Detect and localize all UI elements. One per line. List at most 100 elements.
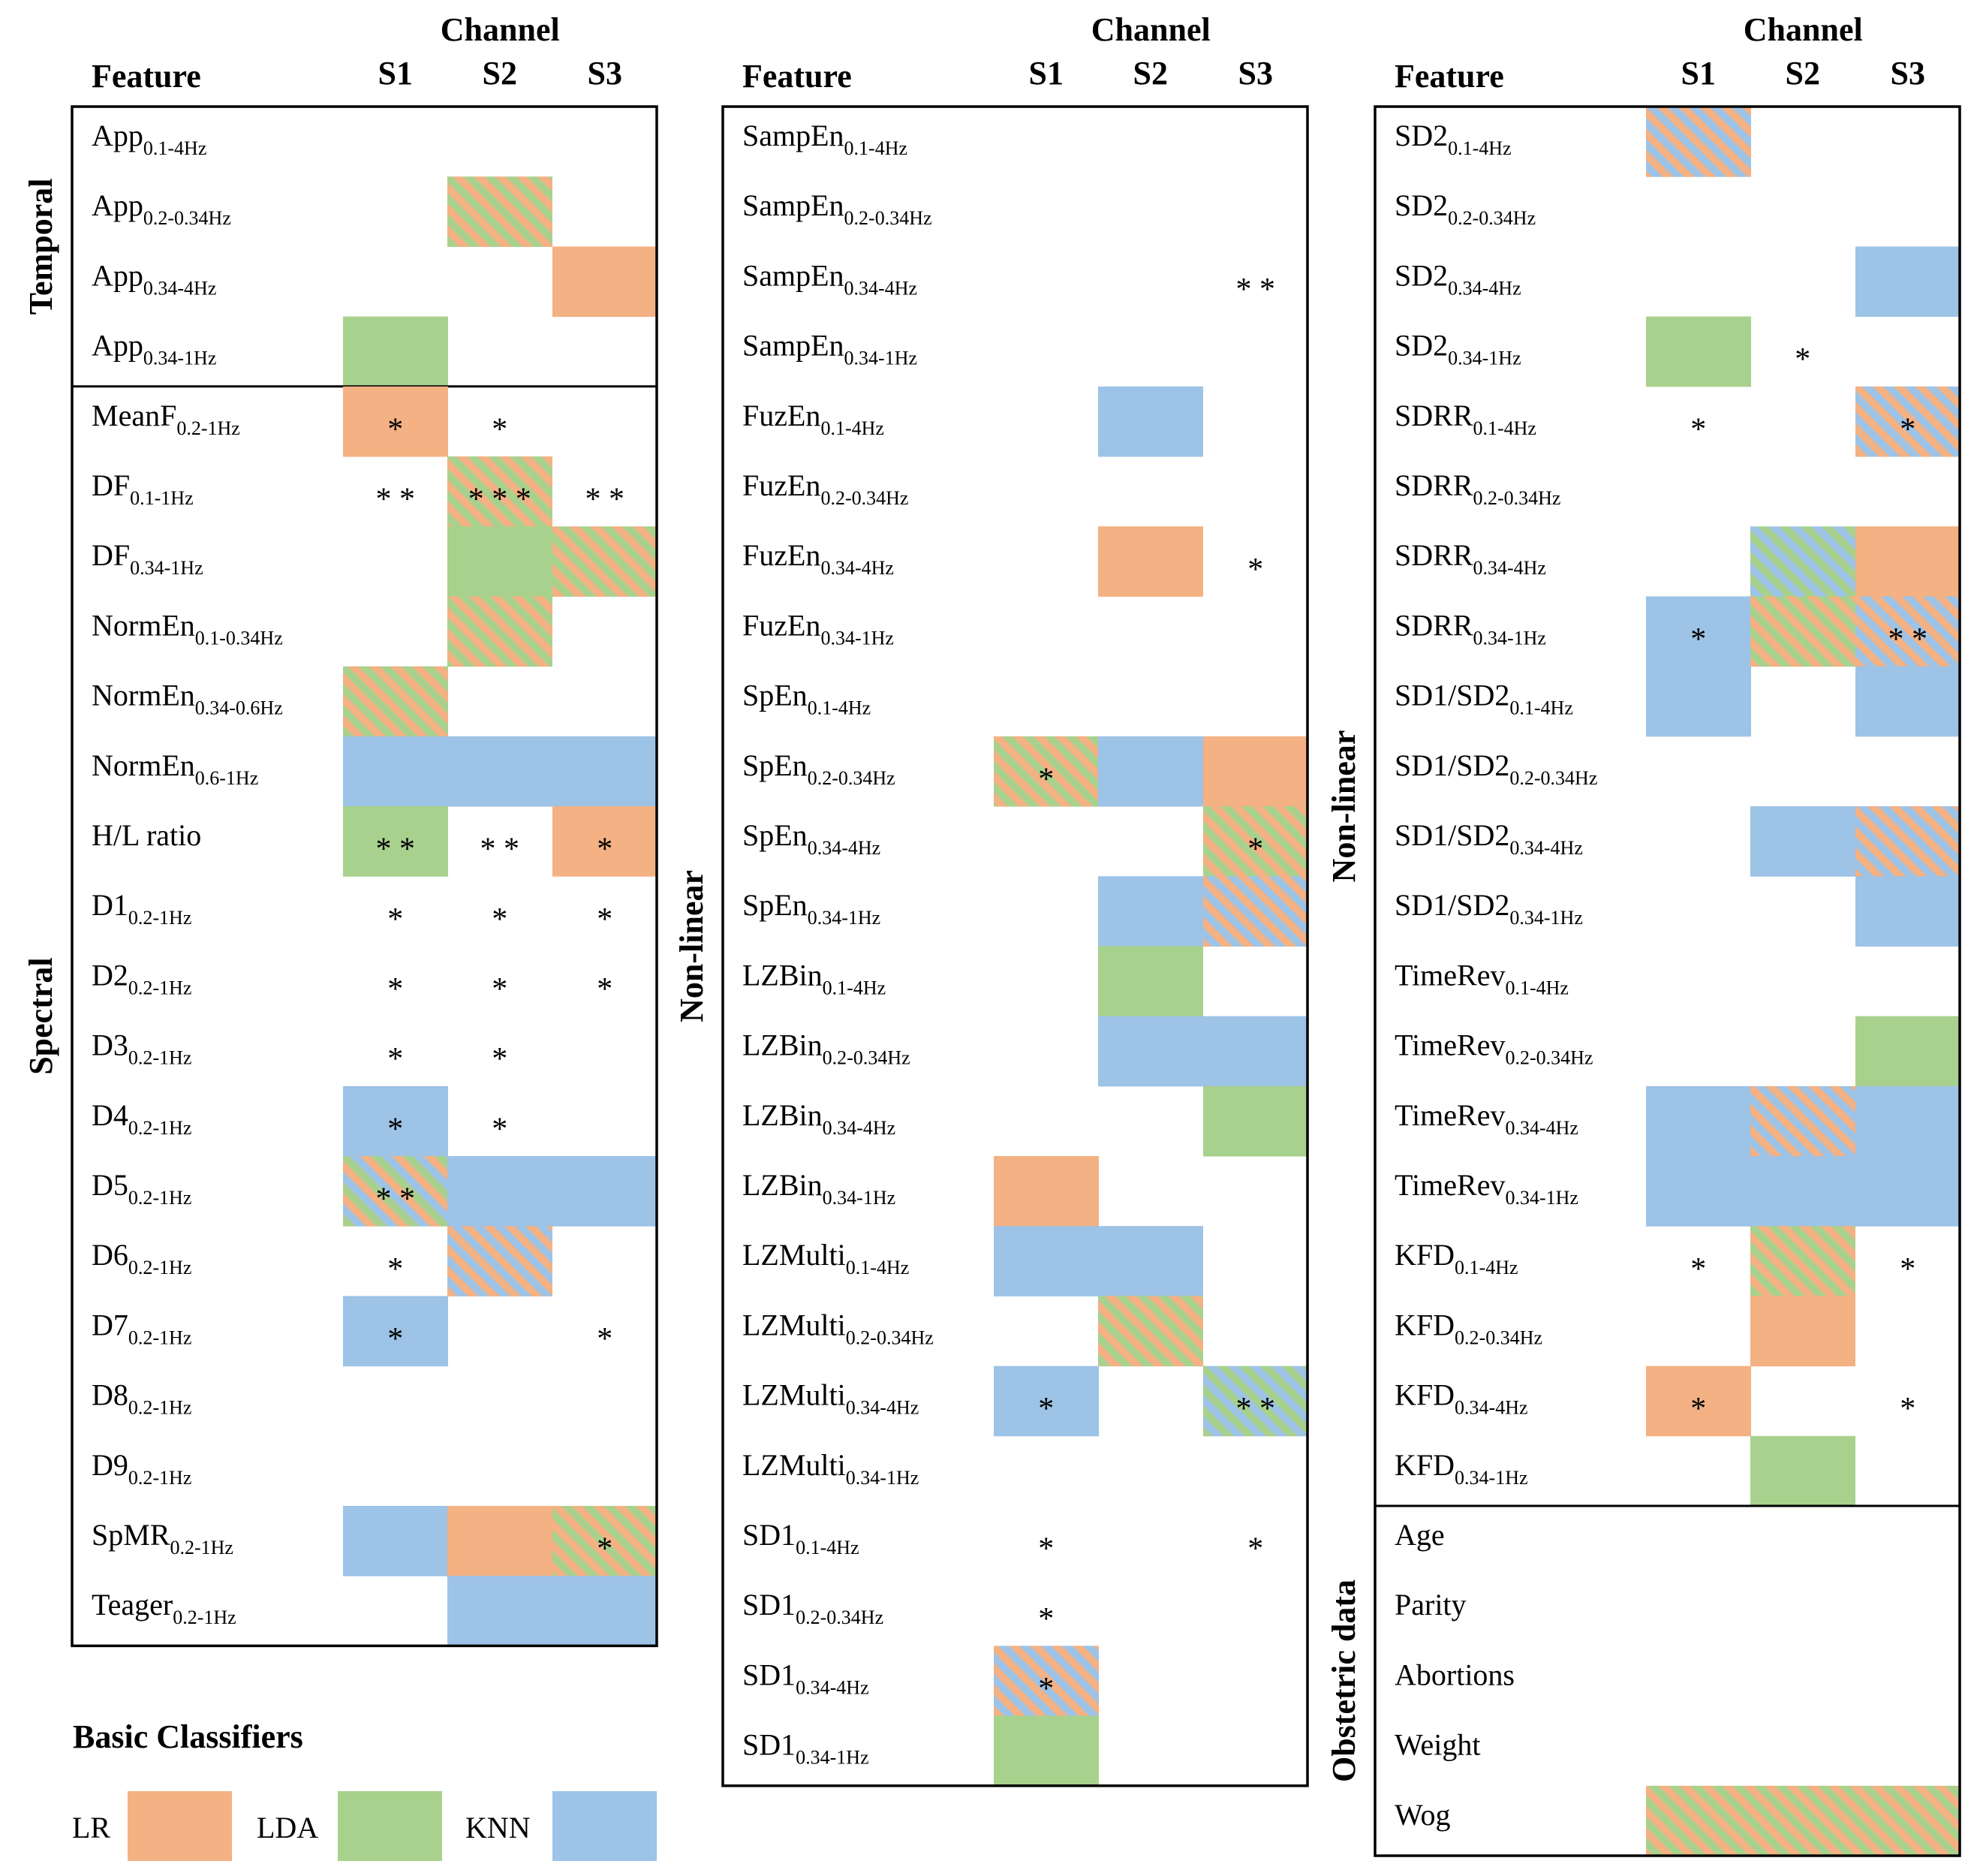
feature-band: 0.2-0.34Hz: [1509, 767, 1597, 789]
feature-band: 0.34-1Hz: [143, 348, 216, 369]
significance-S3: * *: [1236, 1392, 1276, 1426]
feature-row: LZBin0.1-4Hz: [742, 946, 1203, 1017]
feature-row: Abortions: [1395, 1658, 1515, 1691]
feature-row: SpEn0.1-4Hz: [742, 679, 871, 719]
feature-band: 0.2-1Hz: [128, 907, 191, 929]
feature-band: 0.2-0.34Hz: [1448, 207, 1536, 229]
feature-row: D90.2-1Hz: [92, 1448, 191, 1489]
feature-row: Parity: [1395, 1588, 1467, 1622]
feature-row: * * SDRR0.1-4Hz: [1395, 386, 1960, 457]
cell-S1: [994, 1646, 1099, 1717]
feature-row: * * MeanF0.2-1Hz: [92, 386, 507, 457]
feature-label: D60.2-1Hz: [92, 1238, 191, 1278]
feature-header: Feature: [92, 58, 201, 95]
feature-label: KFD0.34-4Hz: [1395, 1378, 1528, 1419]
feature-row: SD1/SD20.34-1Hz: [1395, 876, 1960, 947]
cell-S3: [552, 1156, 657, 1227]
significance-S3: * *: [585, 483, 625, 517]
panel-border: [721, 105, 1309, 1787]
feature-label: SD10.34-4Hz: [742, 1658, 869, 1698]
feature-band: 0.1-0.34Hz: [195, 627, 283, 649]
legend-label-knn: KNN: [465, 1811, 531, 1844]
feature-band: 0.34-4Hz: [1509, 837, 1582, 859]
cell-S2: [1750, 1156, 1855, 1227]
feature-label: SD20.1-4Hz: [1395, 119, 1512, 159]
feature-band: 0.34-4Hz: [143, 277, 216, 299]
cell-S2: [1750, 1296, 1855, 1367]
cell-S3: [1855, 1016, 1960, 1087]
feature-label: LZMulti0.2-0.34Hz: [742, 1308, 934, 1348]
significance-S3: *: [597, 902, 612, 937]
feature-band: 0.34-4Hz: [1473, 557, 1546, 579]
feature-label: SD10.34-1Hz: [742, 1728, 869, 1769]
cell-S2: [447, 1506, 552, 1576]
cell-S1: [343, 386, 448, 457]
feature-label: Teager0.2-1Hz: [92, 1588, 236, 1628]
feature-label: LZMulti0.1-4Hz: [742, 1238, 909, 1278]
feature-band: 0.2-0.34Hz: [823, 1047, 910, 1069]
feature-band: 0.34-1Hz: [1448, 348, 1521, 369]
cell-S1: [343, 666, 448, 737]
significance-S1: *: [1038, 1672, 1054, 1706]
panel-border: [71, 105, 658, 1648]
feature-band: 0.34-1Hz: [1455, 1467, 1527, 1489]
cell-S2: [447, 1156, 552, 1227]
significance-S2: * * *: [468, 483, 531, 517]
feature-row: App0.34-1Hz: [92, 316, 448, 387]
feature-label: SD1/SD20.34-1Hz: [1395, 888, 1583, 929]
feature-band: 0.2-0.34Hz: [796, 1606, 883, 1628]
feature-row: * * * LZMulti0.34-4Hz: [742, 1366, 1308, 1437]
feature-label: TimeRev0.2-0.34Hz: [1395, 1028, 1593, 1069]
feature-band: 0.2-1Hz: [170, 1537, 233, 1558]
cell-S1: [1646, 1785, 1751, 1856]
feature-band: 0.2-0.34Hz: [844, 207, 932, 229]
feature-row: * * SD10.1-4Hz: [742, 1518, 1263, 1567]
feature-row: LZMulti0.1-4Hz: [742, 1226, 1203, 1296]
channel-header: Channel: [1091, 11, 1211, 48]
feature-label: SpEn0.34-4Hz: [742, 818, 880, 859]
feature-band: 0.1-4Hz: [1448, 137, 1511, 159]
feature-label: FuzEn0.34-4Hz: [742, 538, 894, 579]
feature-label: Abortions: [1395, 1658, 1515, 1691]
channel-label-S2: S2: [483, 55, 517, 92]
significance-S1: *: [387, 1042, 403, 1077]
cell-S3: [1855, 386, 1960, 457]
cell-S1: [343, 1156, 448, 1227]
feature-label: MeanF0.2-1Hz: [92, 399, 240, 439]
feature-row: SpEn0.34-1Hz: [742, 876, 1308, 947]
feature-band: 0.34-4Hz: [796, 1676, 868, 1698]
significance-S3: *: [597, 1322, 612, 1357]
feature-band: 0.1-4Hz: [1455, 1257, 1518, 1278]
feature-band: 0.2-1Hz: [173, 1606, 236, 1628]
feature-band: 0.34-4Hz: [1505, 1117, 1578, 1139]
significance-S3: *: [1247, 833, 1263, 867]
cell-S2: [447, 596, 552, 667]
feature-row: Wog: [1395, 1785, 1960, 1856]
feature-band: 0.34-1Hz: [808, 907, 880, 929]
feature-band: 0.34-1Hz: [823, 1187, 895, 1209]
feature-label: DF0.1-1Hz: [92, 468, 194, 509]
feature-band: 0.1-4Hz: [823, 977, 886, 998]
cell-S2: [1098, 526, 1203, 597]
feature-label: LZBin0.34-1Hz: [742, 1168, 895, 1209]
significance-S1: *: [1038, 762, 1054, 796]
cell-S3: [552, 1506, 657, 1576]
feature-row: * * * * * * * DF0.1-1Hz: [92, 456, 624, 527]
feature-band: 0.2-1Hz: [128, 1326, 191, 1348]
cell-S2: [1098, 1296, 1203, 1367]
cell-S3: [1855, 596, 1960, 667]
feature-band: 0.6-1Hz: [195, 767, 258, 789]
cell-S1: [343, 1296, 448, 1367]
feature-row: SD20.34-4Hz: [1395, 246, 1960, 318]
significance-S1: *: [1690, 1252, 1706, 1287]
channel-label-S1: S1: [378, 55, 413, 92]
feature-row: App0.34-4Hz: [92, 246, 657, 318]
cell-S1: [1646, 1366, 1751, 1437]
feature-label: App0.2-0.34Hz: [92, 188, 231, 229]
feature-row: KFD0.2-0.34Hz: [1395, 1296, 1855, 1367]
cell-S2: [1098, 946, 1203, 1017]
feature-row: * * D40.2-1Hz: [92, 1086, 507, 1157]
feature-label: SampEn0.2-0.34Hz: [742, 188, 932, 229]
feature-label: LZBin0.1-4Hz: [742, 958, 886, 998]
significance-S1: *: [1690, 412, 1706, 447]
